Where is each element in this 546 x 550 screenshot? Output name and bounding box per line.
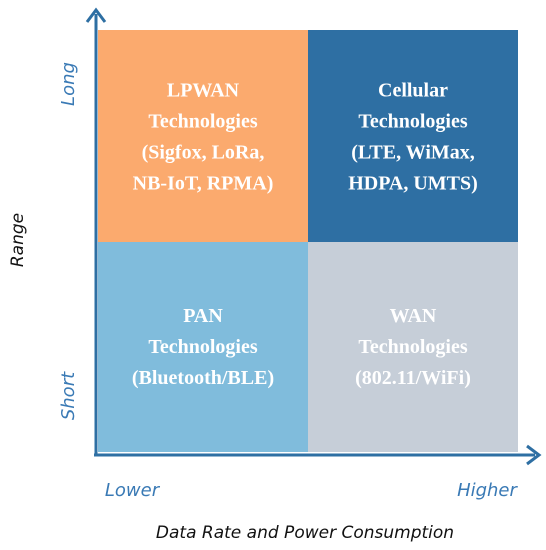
- quadrant-line: WAN: [390, 305, 437, 327]
- quadrant-line: Technologies: [148, 111, 257, 133]
- x-title: Data Rate and Power Consumption: [156, 523, 454, 543]
- y-title: Range: [8, 213, 28, 267]
- quadrant-line: Cellular: [378, 80, 448, 102]
- x-high-label: Higher: [457, 480, 518, 501]
- y-low-label: Short: [58, 371, 79, 420]
- y-high-label: Long: [58, 62, 79, 106]
- x-low-label: Lower: [105, 480, 161, 501]
- quadrant-line: (802.11/WiFi): [355, 367, 471, 389]
- quadrant-line: HDPA, UMTS): [348, 173, 478, 195]
- quadrant-line: PAN: [183, 305, 223, 327]
- quadrant-pan: [98, 242, 308, 452]
- quadrant-line: Technologies: [148, 336, 257, 358]
- quadrant-line: (Bluetooth/BLE): [132, 367, 274, 389]
- quadrant-cellular: [308, 30, 518, 242]
- quadrant-line: (LTE, WiMax,: [351, 142, 475, 164]
- quadrant-line: Technologies: [358, 111, 467, 133]
- quadrant-line: NB-IoT, RPMA): [133, 173, 274, 195]
- quadrant-lpwan: [98, 30, 308, 242]
- quadrant-line: LPWAN: [167, 80, 240, 102]
- quadrant-line: (Sigfox, LoRa,: [142, 142, 265, 164]
- quadrant-wan: [308, 242, 518, 452]
- y-arrow: [85, 7, 107, 23]
- x-arrow: [526, 444, 542, 466]
- quadrant-line: Technologies: [358, 336, 467, 358]
